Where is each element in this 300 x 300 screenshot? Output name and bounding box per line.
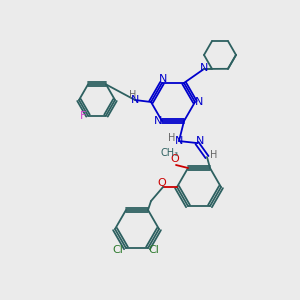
Text: N: N — [195, 97, 203, 107]
Text: H: H — [129, 90, 137, 100]
Text: N: N — [196, 136, 204, 146]
Text: O: O — [158, 178, 166, 188]
Text: O: O — [171, 154, 179, 164]
Text: Cl: Cl — [148, 245, 159, 255]
Text: Cl: Cl — [112, 245, 123, 255]
Text: N: N — [175, 136, 183, 146]
Text: F: F — [80, 111, 86, 121]
Text: H: H — [168, 133, 176, 143]
Text: N: N — [154, 116, 162, 126]
Text: CH₃: CH₃ — [161, 148, 179, 158]
Text: N: N — [131, 95, 139, 105]
Text: H: H — [210, 150, 218, 160]
Text: N: N — [159, 74, 167, 84]
Text: N: N — [200, 63, 208, 73]
